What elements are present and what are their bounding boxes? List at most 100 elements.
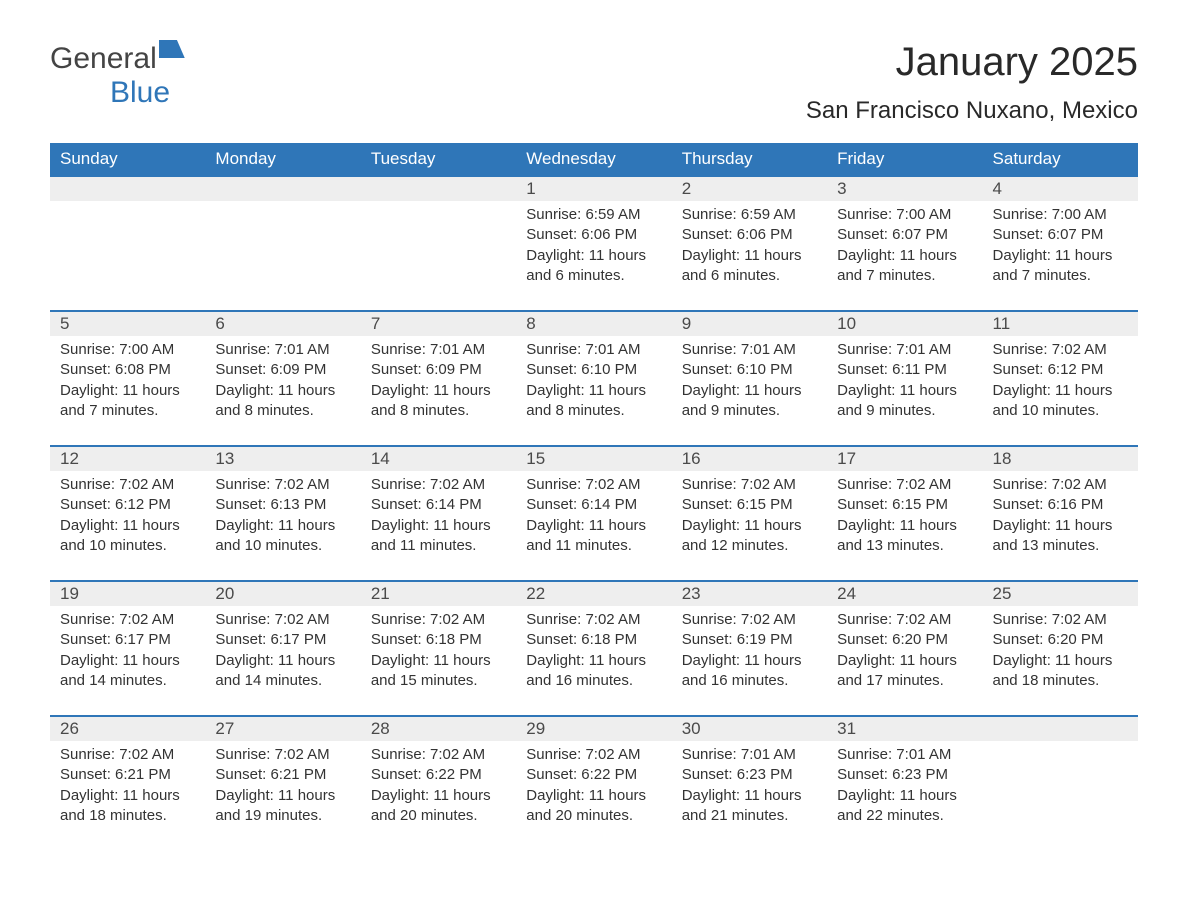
sunrise-line: Sunrise: 7:02 AM	[60, 610, 195, 630]
day-cell: Sunrise: 7:01 AMSunset: 6:09 PMDaylight:…	[205, 336, 360, 446]
sunrise-line: Sunrise: 7:00 AM	[993, 205, 1128, 225]
sunset-line: Sunset: 6:06 PM	[682, 225, 817, 245]
daylight-line: Daylight: 11 hours and 10 minutes.	[215, 516, 350, 557]
empty-cell	[50, 176, 205, 201]
day-cell: Sunrise: 7:02 AMSunset: 6:14 PMDaylight:…	[361, 471, 516, 581]
sunset-line: Sunset: 6:10 PM	[526, 360, 661, 380]
sunset-line: Sunset: 6:19 PM	[682, 630, 817, 650]
sunset-line: Sunset: 6:08 PM	[60, 360, 195, 380]
sunrise-line: Sunrise: 7:02 AM	[215, 745, 350, 765]
day-cell: Sunrise: 7:01 AMSunset: 6:10 PMDaylight:…	[516, 336, 671, 446]
day-cell: Sunrise: 7:02 AMSunset: 6:20 PMDaylight:…	[827, 606, 982, 716]
sunset-line: Sunset: 6:15 PM	[837, 495, 972, 515]
daylight-line: Daylight: 11 hours and 9 minutes.	[682, 381, 817, 422]
day-cell: Sunrise: 7:02 AMSunset: 6:18 PMDaylight:…	[361, 606, 516, 716]
day-cell: Sunrise: 7:02 AMSunset: 6:12 PMDaylight:…	[983, 336, 1138, 446]
day-cell: Sunrise: 7:02 AMSunset: 6:13 PMDaylight:…	[205, 471, 360, 581]
daylight-line: Daylight: 11 hours and 19 minutes.	[215, 786, 350, 827]
weekday-header: Wednesday	[516, 143, 671, 176]
day-number: 17	[827, 446, 982, 471]
sunrise-line: Sunrise: 6:59 AM	[526, 205, 661, 225]
day-number: 2	[672, 176, 827, 201]
title-block: January 2025 San Francisco Nuxano, Mexic…	[806, 40, 1138, 125]
header: General Blue January 2025 San Francisco …	[50, 40, 1138, 125]
daylight-line: Daylight: 11 hours and 10 minutes.	[993, 381, 1128, 422]
day-number: 31	[827, 716, 982, 741]
sunset-line: Sunset: 6:23 PM	[682, 765, 817, 785]
day-cell: Sunrise: 7:02 AMSunset: 6:18 PMDaylight:…	[516, 606, 671, 716]
day-number: 14	[361, 446, 516, 471]
daylight-line: Daylight: 11 hours and 20 minutes.	[371, 786, 506, 827]
daylight-line: Daylight: 11 hours and 7 minutes.	[60, 381, 195, 422]
sunset-line: Sunset: 6:20 PM	[837, 630, 972, 650]
daylight-line: Daylight: 11 hours and 17 minutes.	[837, 651, 972, 692]
sunset-line: Sunset: 6:12 PM	[993, 360, 1128, 380]
day-cell: Sunrise: 7:00 AMSunset: 6:08 PMDaylight:…	[50, 336, 205, 446]
day-number: 26	[50, 716, 205, 741]
sunrise-line: Sunrise: 7:02 AM	[682, 475, 817, 495]
sunrise-line: Sunrise: 7:02 AM	[371, 610, 506, 630]
sunrise-line: Sunrise: 7:02 AM	[215, 475, 350, 495]
sunrise-line: Sunrise: 7:01 AM	[682, 745, 817, 765]
sunrise-line: Sunrise: 7:02 AM	[993, 610, 1128, 630]
day-number: 11	[983, 311, 1138, 336]
sunset-line: Sunset: 6:18 PM	[526, 630, 661, 650]
day-number: 9	[672, 311, 827, 336]
daylight-line: Daylight: 11 hours and 18 minutes.	[60, 786, 195, 827]
sunrise-line: Sunrise: 7:02 AM	[526, 475, 661, 495]
empty-cell	[361, 176, 516, 201]
empty-cell	[205, 176, 360, 201]
sunset-line: Sunset: 6:09 PM	[215, 360, 350, 380]
sunset-line: Sunset: 6:06 PM	[526, 225, 661, 245]
location-label: San Francisco Nuxano, Mexico	[806, 97, 1138, 125]
sunrise-line: Sunrise: 7:02 AM	[837, 610, 972, 630]
daylight-line: Daylight: 11 hours and 7 minutes.	[837, 246, 972, 287]
sunset-line: Sunset: 6:09 PM	[371, 360, 506, 380]
sunset-line: Sunset: 6:07 PM	[837, 225, 972, 245]
daylight-line: Daylight: 11 hours and 20 minutes.	[526, 786, 661, 827]
logo-text-general: General	[50, 42, 157, 75]
day-number: 13	[205, 446, 360, 471]
day-cell: Sunrise: 7:02 AMSunset: 6:14 PMDaylight:…	[516, 471, 671, 581]
day-cell: Sunrise: 7:00 AMSunset: 6:07 PMDaylight:…	[983, 201, 1138, 311]
day-number: 28	[361, 716, 516, 741]
empty-cell	[205, 201, 360, 311]
calendar-table: SundayMondayTuesdayWednesdayThursdayFrid…	[50, 143, 1138, 851]
day-cell: Sunrise: 7:02 AMSunset: 6:19 PMDaylight:…	[672, 606, 827, 716]
day-cell: Sunrise: 7:02 AMSunset: 6:21 PMDaylight:…	[205, 741, 360, 851]
day-cell: Sunrise: 7:02 AMSunset: 6:22 PMDaylight:…	[361, 741, 516, 851]
weekday-header: Monday	[205, 143, 360, 176]
day-cell: Sunrise: 7:02 AMSunset: 6:16 PMDaylight:…	[983, 471, 1138, 581]
day-cell: Sunrise: 7:01 AMSunset: 6:10 PMDaylight:…	[672, 336, 827, 446]
sunset-line: Sunset: 6:12 PM	[60, 495, 195, 515]
daylight-line: Daylight: 11 hours and 14 minutes.	[215, 651, 350, 692]
sunset-line: Sunset: 6:20 PM	[993, 630, 1128, 650]
daylight-line: Daylight: 11 hours and 16 minutes.	[526, 651, 661, 692]
weekday-header: Tuesday	[361, 143, 516, 176]
daylight-line: Daylight: 11 hours and 13 minutes.	[837, 516, 972, 557]
sunrise-line: Sunrise: 7:02 AM	[526, 610, 661, 630]
daylight-line: Daylight: 11 hours and 21 minutes.	[682, 786, 817, 827]
daylight-line: Daylight: 11 hours and 11 minutes.	[371, 516, 506, 557]
sunrise-line: Sunrise: 7:01 AM	[371, 340, 506, 360]
day-number: 25	[983, 581, 1138, 606]
day-number: 6	[205, 311, 360, 336]
month-title: January 2025	[806, 40, 1138, 85]
sunset-line: Sunset: 6:14 PM	[526, 495, 661, 515]
day-cell: Sunrise: 7:02 AMSunset: 6:17 PMDaylight:…	[205, 606, 360, 716]
sunset-line: Sunset: 6:14 PM	[371, 495, 506, 515]
daylight-line: Daylight: 11 hours and 8 minutes.	[215, 381, 350, 422]
daylight-line: Daylight: 11 hours and 10 minutes.	[60, 516, 195, 557]
daylight-line: Daylight: 11 hours and 13 minutes.	[993, 516, 1128, 557]
day-cell: Sunrise: 7:02 AMSunset: 6:15 PMDaylight:…	[672, 471, 827, 581]
sunrise-line: Sunrise: 7:02 AM	[837, 475, 972, 495]
sunrise-line: Sunrise: 7:02 AM	[371, 475, 506, 495]
daylight-line: Daylight: 11 hours and 7 minutes.	[993, 246, 1128, 287]
sunset-line: Sunset: 6:17 PM	[215, 630, 350, 650]
day-number: 27	[205, 716, 360, 741]
empty-cell	[983, 741, 1138, 851]
weekday-header: Friday	[827, 143, 982, 176]
sunset-line: Sunset: 6:22 PM	[371, 765, 506, 785]
weekday-header: Sunday	[50, 143, 205, 176]
daylight-line: Daylight: 11 hours and 15 minutes.	[371, 651, 506, 692]
